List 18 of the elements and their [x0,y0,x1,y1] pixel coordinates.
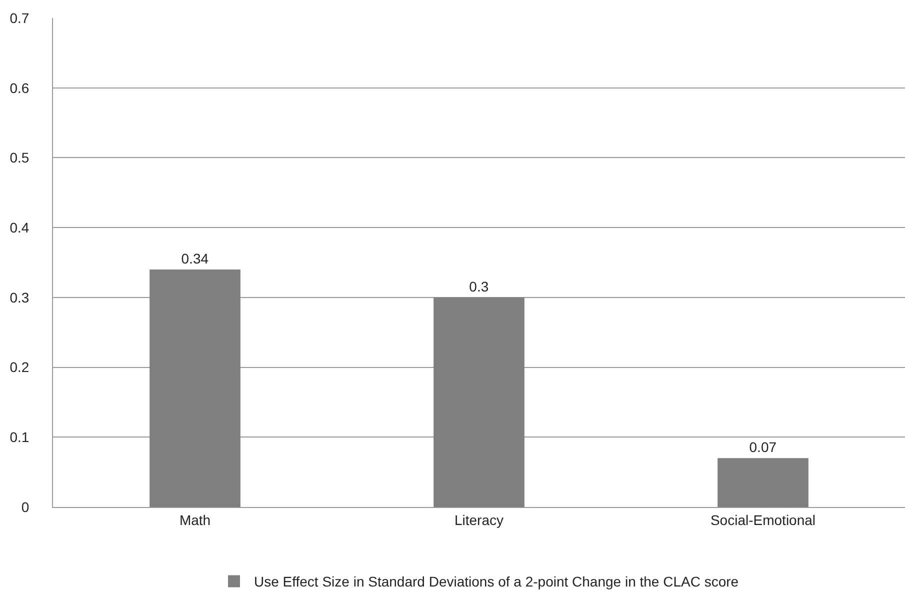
bar [434,297,524,507]
data-label: 0.07 [749,439,777,456]
legend-label: Use Effect Size in Standard Deviations of a 2-point Change in the CLAC score [254,574,739,590]
x-tick-label: Social-Emotional [710,512,816,528]
y-tick-label: 0.6 [10,80,30,96]
bar [150,269,240,507]
data-label: 0.3 [469,278,489,294]
y-tick-label: 0.3 [10,289,30,306]
y-tick-label: 0.2 [10,359,30,376]
y-tick-label: 0.1 [10,429,30,446]
y-tick-label: 0.7 [10,10,30,26]
y-tick-label: 0.4 [10,219,30,236]
y-tick-label: 0.5 [10,150,30,166]
data-label: 0.34 [181,250,209,266]
y-tick-label: 0 [21,498,30,515]
bar [718,458,808,507]
x-tick-label: Literacy [454,512,504,528]
x-tick-label: Math [179,512,211,528]
